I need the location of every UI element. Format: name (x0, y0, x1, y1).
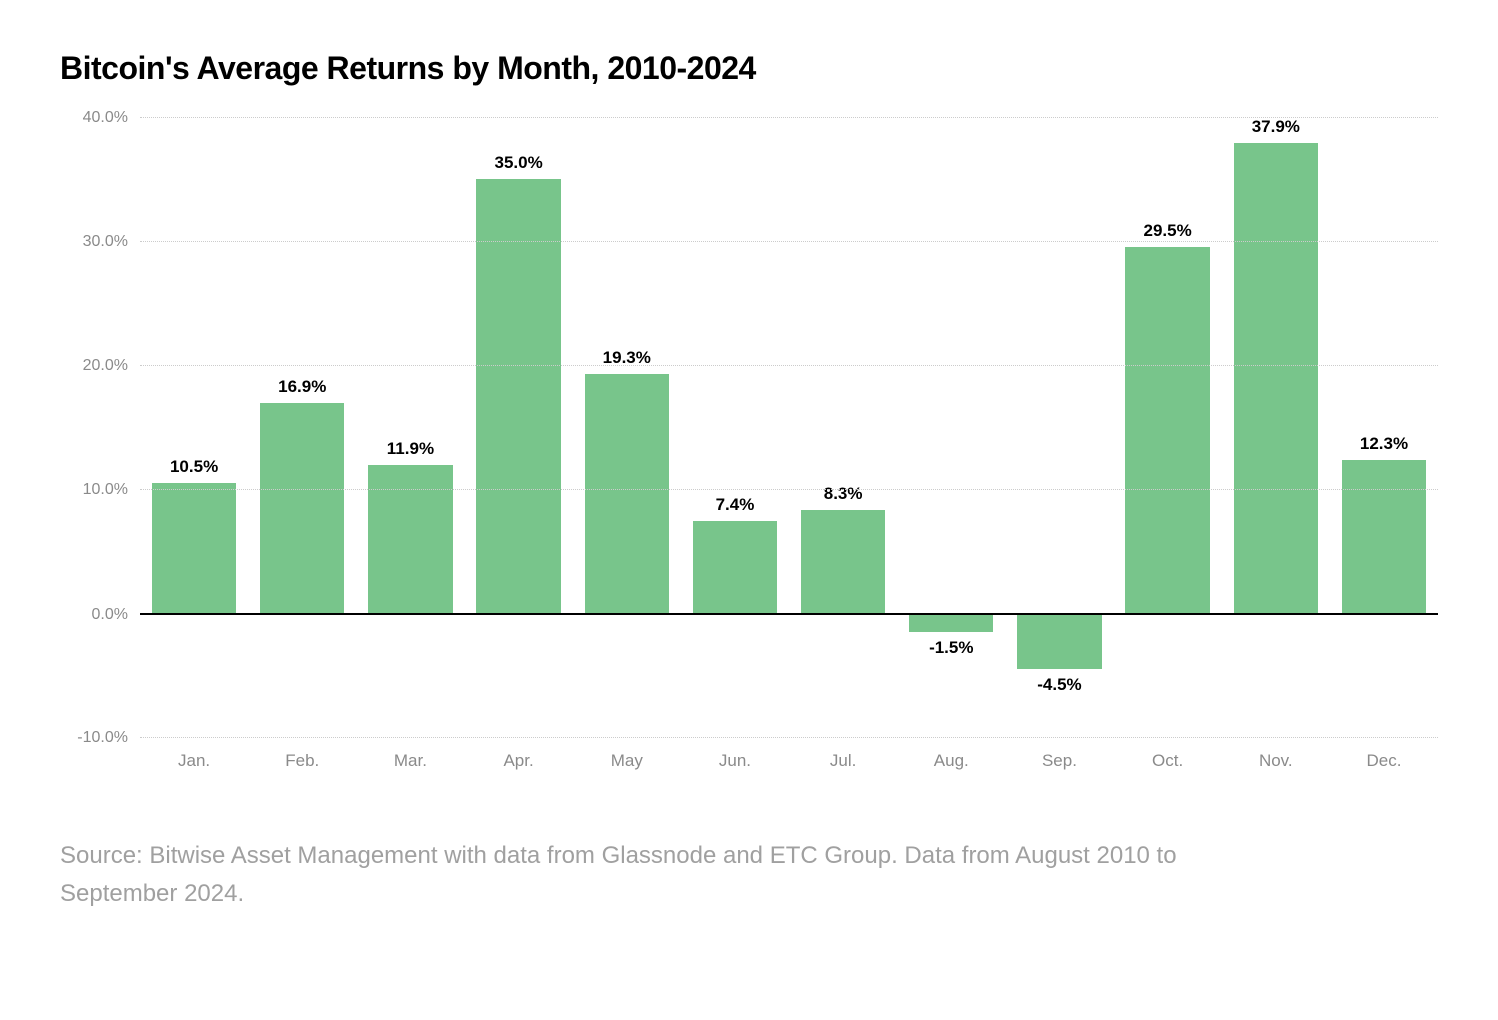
bar (693, 521, 777, 613)
y-axis-label: 10.0% (83, 481, 128, 499)
x-axis-label: Mar. (394, 751, 427, 771)
x-axis-label: Jan. (178, 751, 210, 771)
gridline: 10.0% (140, 489, 1438, 490)
bar-slot: 8.3%Jul. (789, 117, 897, 737)
x-axis-label: Oct. (1152, 751, 1183, 771)
chart-container: 10.5%Jan.16.9%Feb.11.9%Mar.35.0%Apr.19.3… (60, 117, 1438, 777)
y-axis-label: 30.0% (83, 233, 128, 251)
gridline: -10.0% (140, 737, 1438, 738)
gridline: 40.0% (140, 117, 1438, 118)
bar-value-label: 29.5% (1144, 221, 1192, 241)
bar (476, 179, 560, 613)
bar (1017, 613, 1101, 669)
bar-value-label: 16.9% (278, 377, 326, 397)
bar-slot: 35.0%Apr. (465, 117, 573, 737)
bar-slot: 29.5%Oct. (1114, 117, 1222, 737)
bar (260, 403, 344, 613)
bar (1125, 247, 1209, 613)
x-axis-label: Jul. (830, 751, 856, 771)
bar-value-label: -1.5% (929, 638, 973, 658)
bar-slot: 11.9%Mar. (356, 117, 464, 737)
source-note: Source: Bitwise Asset Management with da… (60, 837, 1260, 914)
bar-slot: -4.5%Sep. (1005, 117, 1113, 737)
bar (1342, 460, 1426, 613)
gridline-zero: 0.0% (140, 613, 1438, 615)
bar-slot: 12.3%Dec. (1330, 117, 1438, 737)
x-axis-label: Aug. (934, 751, 969, 771)
bar-slot: 10.5%Jan. (140, 117, 248, 737)
bar-slot: 37.9%Nov. (1222, 117, 1330, 737)
x-axis-label: Sep. (1042, 751, 1077, 771)
bar-value-label: 11.9% (387, 439, 434, 459)
bar (152, 483, 236, 613)
bar-value-label: 37.9% (1252, 117, 1300, 137)
bar-value-label: 10.5% (170, 457, 218, 477)
bar-slot: 7.4%Jun. (681, 117, 789, 737)
bar-value-label: 7.4% (716, 495, 755, 515)
bar-value-label: -4.5% (1037, 675, 1081, 695)
bar-value-label: 12.3% (1360, 434, 1408, 454)
x-axis-label: Nov. (1259, 751, 1293, 771)
bar (1234, 143, 1318, 613)
bars-group: 10.5%Jan.16.9%Feb.11.9%Mar.35.0%Apr.19.3… (140, 117, 1438, 737)
chart-plot-area: 10.5%Jan.16.9%Feb.11.9%Mar.35.0%Apr.19.3… (140, 117, 1438, 737)
x-axis-label: Jun. (719, 751, 751, 771)
y-axis-label: -10.0% (77, 729, 128, 747)
chart-title: Bitcoin's Average Returns by Month, 2010… (60, 50, 1438, 87)
bar-slot: -1.5%Aug. (897, 117, 1005, 737)
gridline: 30.0% (140, 241, 1438, 242)
gridline: 20.0% (140, 365, 1438, 366)
bar-value-label: 35.0% (494, 153, 542, 173)
x-axis-label: Feb. (285, 751, 319, 771)
bar (909, 613, 993, 632)
bar (585, 374, 669, 613)
y-axis-label: 40.0% (83, 109, 128, 127)
x-axis-label: Apr. (503, 751, 533, 771)
bar (801, 510, 885, 613)
bar-slot: 19.3%May (573, 117, 681, 737)
bar-slot: 16.9%Feb. (248, 117, 356, 737)
x-axis-label: Dec. (1366, 751, 1401, 771)
y-axis-label: 0.0% (92, 606, 128, 624)
bar-value-label: 8.3% (824, 484, 863, 504)
y-axis-label: 20.0% (83, 357, 128, 375)
bar (368, 465, 452, 613)
x-axis-label: May (611, 751, 643, 771)
